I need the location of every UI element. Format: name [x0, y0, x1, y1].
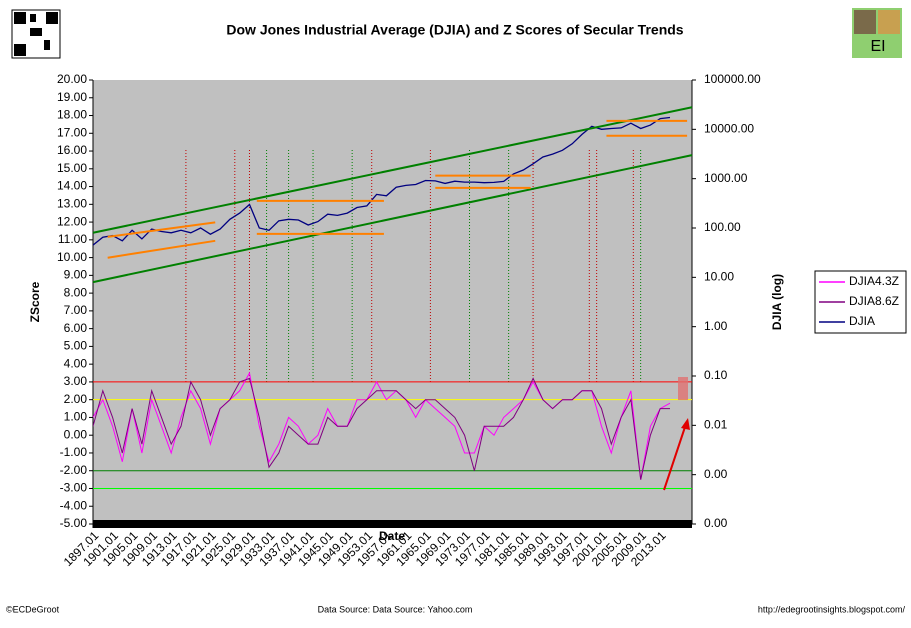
- arrow-head: [681, 418, 690, 430]
- y-tick-label: 5.00: [64, 339, 88, 353]
- legend-label: DJIA: [849, 314, 875, 328]
- x-axis-band: [93, 520, 692, 528]
- y2-tick-label: 0.01: [704, 418, 728, 432]
- y-tick-label: 12.00: [57, 214, 87, 228]
- y2-axis-label: DJIA (log): [770, 274, 784, 330]
- y-tick-label: 17.00: [57, 125, 87, 139]
- y-tick-label: 3.00: [64, 374, 88, 388]
- y-tick-label: 11.00: [58, 232, 87, 246]
- y-axis-label: ZScore: [28, 281, 42, 322]
- chart-title: Dow Jones Industrial Average (DJIA) and …: [226, 22, 683, 38]
- y-tick-label: 4.00: [64, 356, 88, 370]
- y-tick-label: 8.00: [64, 285, 88, 299]
- y-tick-label: 13.00: [57, 196, 87, 210]
- y-tick-label: 14.00: [57, 179, 87, 193]
- series-line: [93, 377, 670, 480]
- y-tick-label: 19.00: [57, 90, 87, 104]
- legend-label: DJIA4.3Z: [849, 274, 899, 288]
- x-axis-label: Date: [379, 529, 405, 543]
- y2-tick-label: 100000.00: [704, 72, 761, 86]
- y-tick-label: -1.00: [60, 445, 88, 459]
- legend-label: DJIA8.6Z: [849, 294, 899, 308]
- y2-tick-label: 100.00: [704, 220, 741, 234]
- y-tick-label: 2.00: [64, 392, 88, 406]
- url: http://edegrootinsights.blogspot.com/: [758, 604, 906, 614]
- source: Data Source: Data Source: Yahoo.com: [318, 604, 473, 614]
- highlight-box: [678, 377, 688, 400]
- y-tick-label: 6.00: [64, 321, 88, 335]
- y-tick-label: -2.00: [60, 463, 88, 477]
- y2-tick-label: 10000.00: [704, 122, 754, 136]
- trend-line: [107, 239, 216, 259]
- y-tick-label: 0.00: [64, 427, 88, 441]
- y2-tick-label: 10.00: [704, 270, 734, 284]
- y-tick-label: 1.00: [64, 410, 88, 424]
- y-tick-label: 7.00: [64, 303, 88, 317]
- arrow: [663, 423, 687, 491]
- y-tick-label: 15.00: [57, 161, 87, 175]
- trend-line: [92, 106, 693, 234]
- y2-tick-label: 1000.00: [704, 171, 748, 185]
- y-tick-label: 18.00: [57, 108, 87, 122]
- qr-code: [11, 9, 61, 59]
- y2-tick-label: 0.00: [704, 516, 728, 530]
- y-tick-label: 20.00: [57, 72, 87, 86]
- y-tick-label: 16.00: [57, 143, 87, 157]
- y2-tick-label: 0.00: [704, 467, 728, 481]
- y-tick-label: -3.00: [60, 481, 88, 495]
- plot-area: [93, 80, 692, 524]
- y2-tick-label: 1.00: [704, 319, 728, 333]
- y-tick-label: 9.00: [64, 268, 88, 282]
- y-tick-label: 10.00: [57, 250, 87, 264]
- series-line: [93, 116, 671, 246]
- logo: [852, 8, 902, 58]
- y-tick-label: -5.00: [60, 516, 88, 530]
- trend-line: [92, 154, 693, 284]
- y-tick-label: -4.00: [60, 498, 88, 512]
- logo-text: EI: [870, 38, 885, 55]
- y2-tick-label: 0.10: [704, 368, 728, 382]
- credit: ©ECDeGroot: [6, 604, 60, 614]
- trend-line: [107, 221, 216, 238]
